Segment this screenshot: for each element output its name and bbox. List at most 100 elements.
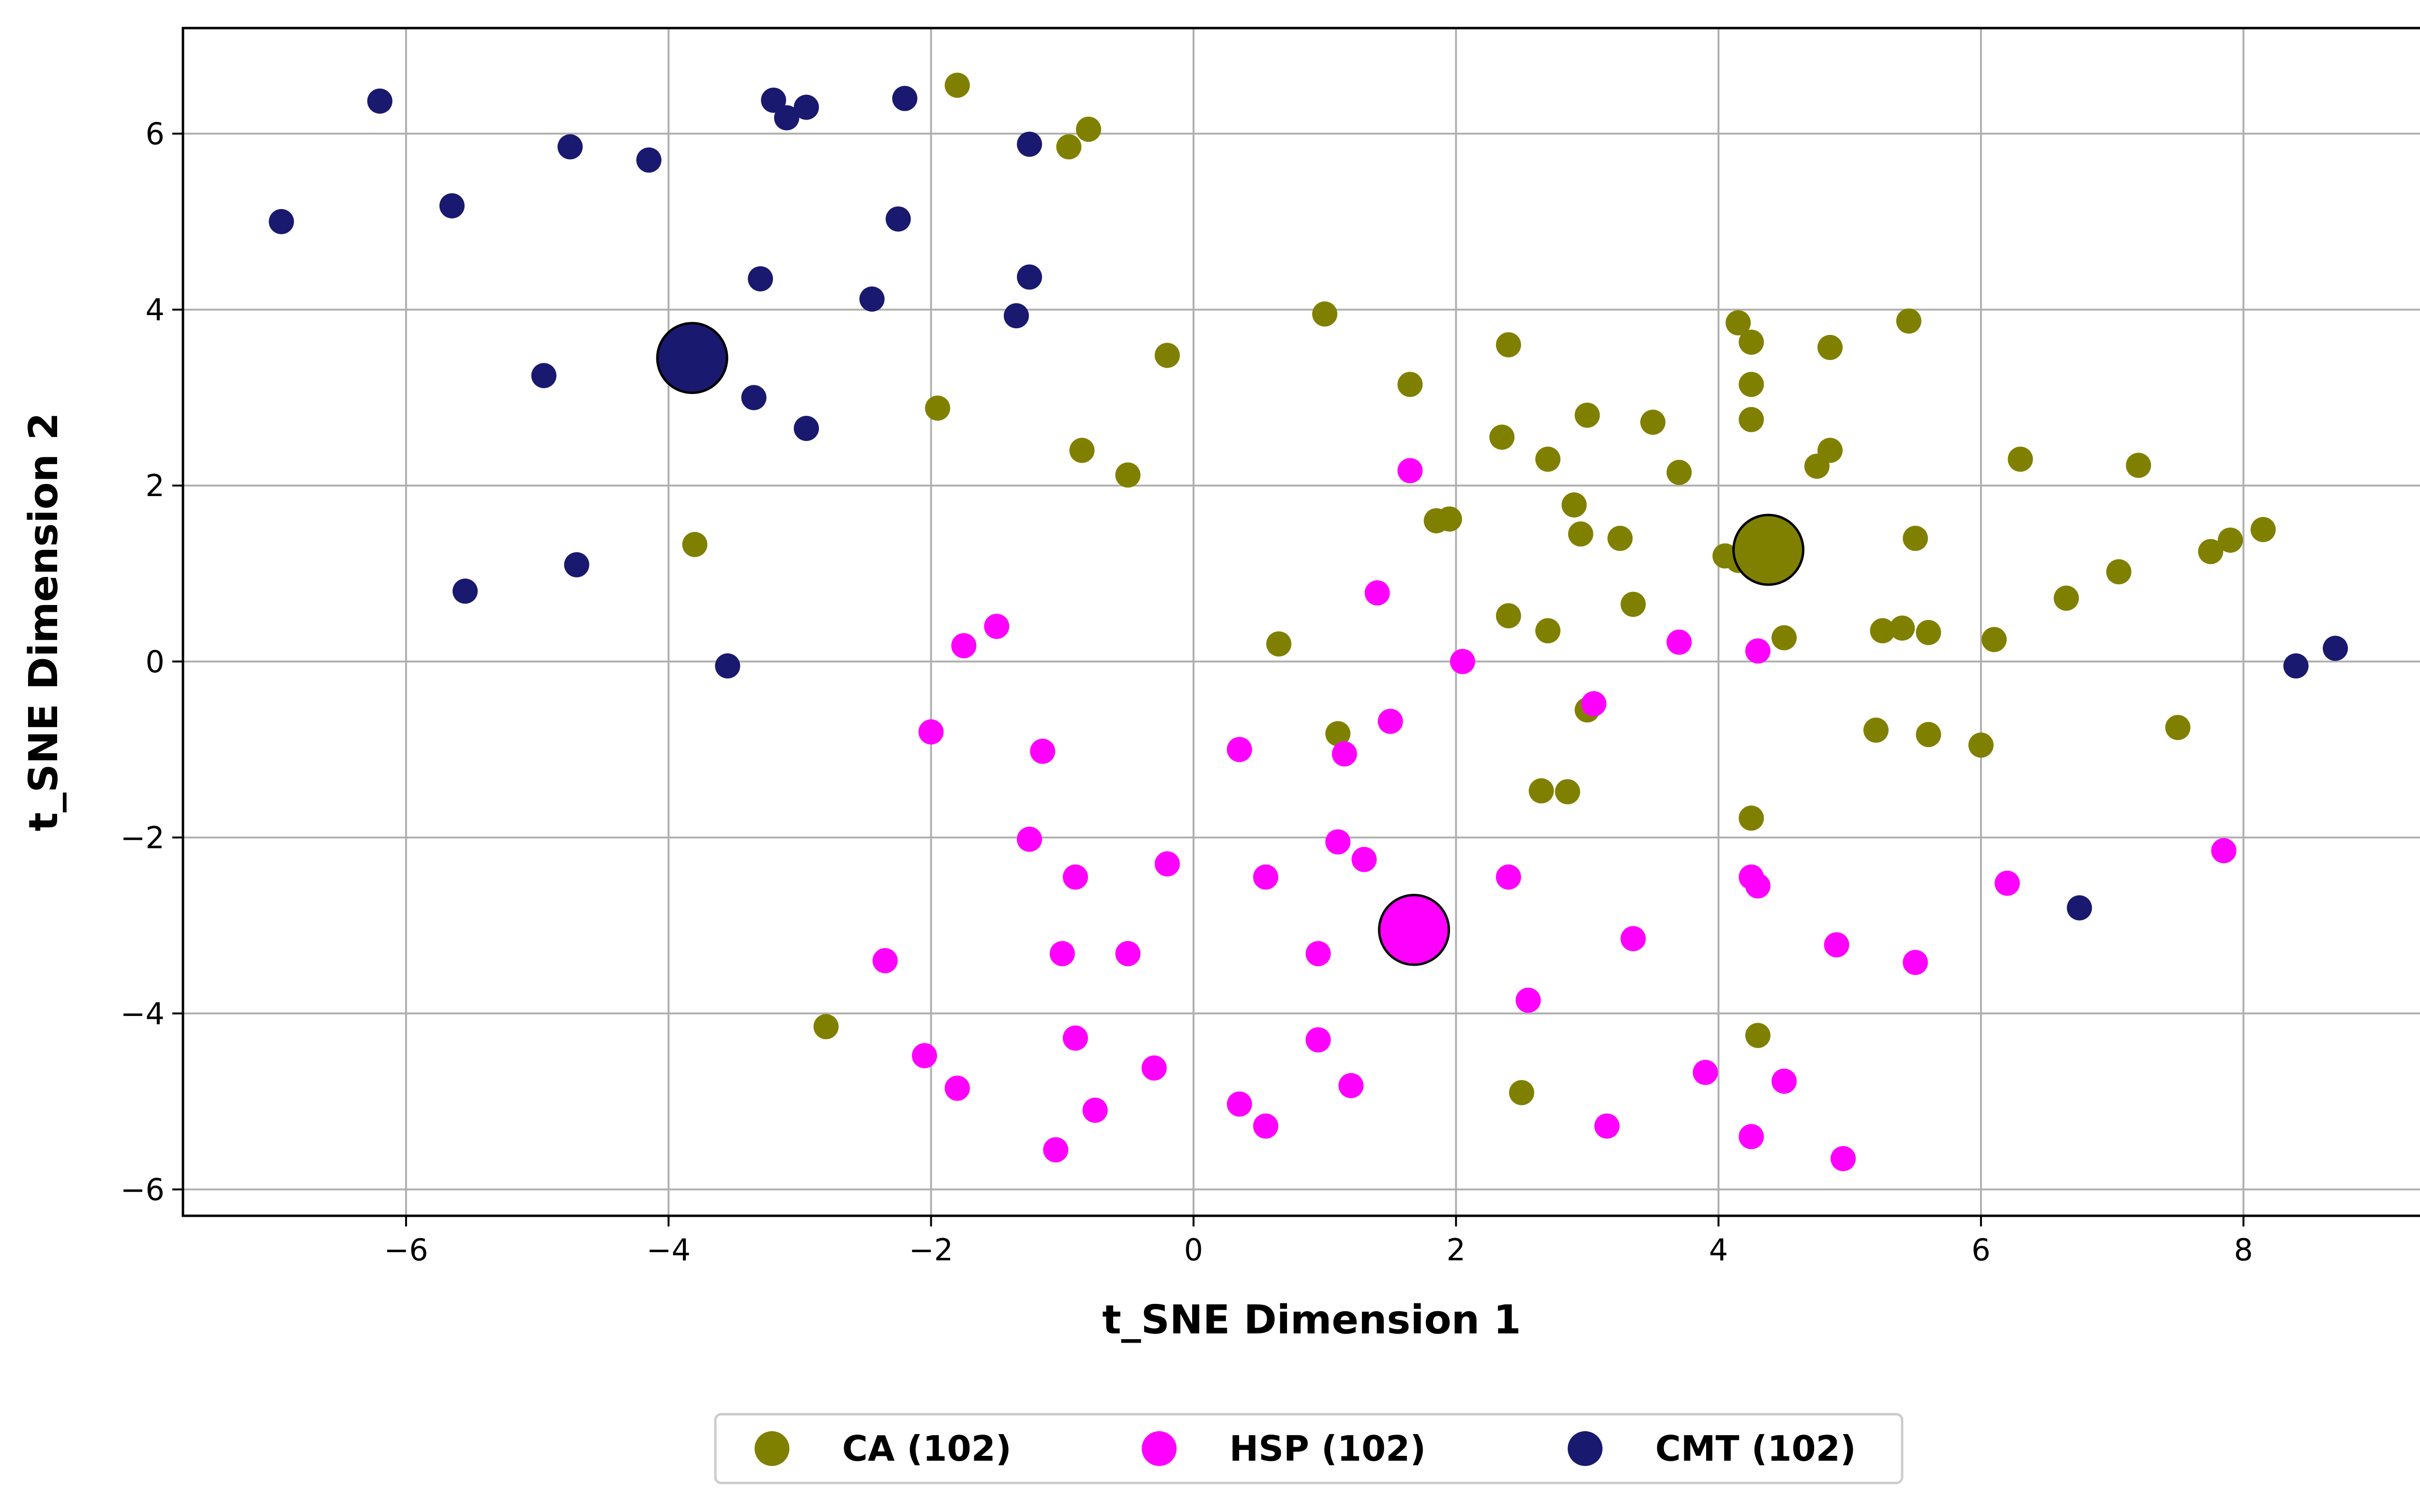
data-point bbox=[1056, 134, 1082, 160]
data-point bbox=[885, 206, 911, 232]
legend-label-cmt: CMT (102) bbox=[1655, 1428, 1856, 1469]
data-point bbox=[1896, 308, 1921, 334]
data-point bbox=[2323, 635, 2348, 661]
data-point bbox=[2283, 653, 2309, 679]
data-point bbox=[813, 1014, 839, 1040]
data-point bbox=[1515, 987, 1541, 1013]
data-point bbox=[1496, 603, 1521, 629]
data-point bbox=[1890, 615, 1915, 641]
data-point bbox=[1916, 620, 1941, 645]
y-tick-label: −2 bbox=[121, 820, 165, 855]
data-point bbox=[2054, 585, 2079, 611]
data-point bbox=[1745, 1023, 1770, 1048]
data-point bbox=[1739, 372, 1764, 397]
centroid-marker bbox=[656, 322, 728, 394]
axis-ticks: −6 −4 −2 0 2 4 6 8 −6 −4 −2 0 2 4 6 bbox=[121, 116, 2253, 1268]
data-point bbox=[1496, 332, 1521, 358]
data-point bbox=[1594, 1113, 1620, 1139]
data-point bbox=[2250, 517, 2276, 543]
data-points bbox=[269, 73, 2348, 1171]
data-point bbox=[1049, 941, 1075, 967]
data-point bbox=[269, 209, 294, 234]
data-point bbox=[1581, 691, 1606, 717]
data-point bbox=[1771, 625, 1797, 650]
data-point bbox=[1620, 591, 1646, 617]
data-point bbox=[557, 134, 583, 160]
data-point bbox=[636, 147, 662, 173]
data-point bbox=[1062, 864, 1088, 890]
plot-frame bbox=[182, 27, 2420, 1217]
data-point bbox=[1640, 409, 1666, 435]
legend-label-ca: CA (102) bbox=[842, 1428, 1012, 1469]
data-point bbox=[1870, 618, 1895, 644]
data-point bbox=[1397, 372, 1423, 397]
data-point bbox=[2218, 527, 2243, 553]
data-point bbox=[1817, 438, 1843, 463]
data-point bbox=[1739, 329, 1764, 355]
data-point bbox=[1154, 851, 1180, 877]
data-point bbox=[2008, 446, 2033, 472]
data-point bbox=[741, 385, 767, 410]
legend-label-hsp: HSP (102) bbox=[1229, 1428, 1426, 1469]
x-tick-label: 6 bbox=[1971, 1232, 1990, 1268]
y-tick-label: 0 bbox=[146, 644, 165, 680]
data-point bbox=[2211, 838, 2237, 863]
data-point bbox=[2198, 539, 2223, 564]
data-point bbox=[1739, 805, 1764, 831]
data-point bbox=[1062, 1025, 1088, 1051]
data-point bbox=[1561, 492, 1587, 518]
data-point bbox=[1745, 638, 1770, 664]
data-point bbox=[2126, 453, 2151, 478]
y-tick-label: 4 bbox=[146, 292, 165, 328]
legend-marker-cmt bbox=[1568, 1431, 1603, 1466]
data-point bbox=[1305, 941, 1331, 967]
data-point bbox=[1017, 826, 1042, 852]
data-point bbox=[944, 1075, 970, 1101]
x-tick-label: −2 bbox=[909, 1232, 953, 1268]
data-point bbox=[1069, 438, 1095, 463]
data-point bbox=[715, 653, 741, 679]
data-point bbox=[1666, 629, 1692, 655]
data-point bbox=[1725, 310, 1751, 335]
data-point bbox=[1535, 618, 1561, 644]
data-point bbox=[859, 286, 885, 312]
data-point bbox=[1312, 301, 1338, 327]
data-point bbox=[1995, 870, 2020, 896]
x-tick-label: 2 bbox=[1447, 1232, 1466, 1268]
centroids bbox=[656, 322, 1805, 966]
data-point bbox=[1509, 1080, 1534, 1105]
data-point bbox=[1607, 526, 1633, 551]
data-point bbox=[1693, 1059, 1718, 1085]
data-point bbox=[1830, 1146, 1856, 1171]
data-point bbox=[1305, 1027, 1331, 1053]
data-point bbox=[1338, 1073, 1364, 1098]
data-point bbox=[925, 395, 951, 421]
data-point bbox=[1226, 737, 1252, 762]
data-point bbox=[1154, 343, 1180, 368]
data-point bbox=[794, 416, 819, 441]
data-point bbox=[2106, 559, 2132, 585]
data-point bbox=[531, 363, 557, 389]
data-point bbox=[1916, 722, 1941, 747]
data-point bbox=[1739, 1124, 1764, 1149]
data-point bbox=[1364, 580, 1390, 606]
data-point bbox=[1450, 649, 1475, 674]
data-point bbox=[1082, 1097, 1108, 1123]
grid-lines bbox=[183, 28, 2420, 1216]
y-tick-label: −4 bbox=[121, 996, 165, 1031]
data-point bbox=[794, 94, 819, 120]
data-point bbox=[1528, 778, 1554, 804]
data-point bbox=[1863, 717, 1889, 743]
data-point bbox=[1666, 459, 1692, 485]
y-tick-label: 6 bbox=[146, 116, 165, 151]
data-point bbox=[1903, 950, 1928, 975]
data-point bbox=[1226, 1091, 1252, 1117]
legend-marker-hsp bbox=[1142, 1431, 1177, 1466]
data-point bbox=[761, 88, 786, 113]
data-point bbox=[944, 73, 970, 98]
data-point bbox=[1351, 847, 1377, 872]
x-tick-label: 4 bbox=[1709, 1232, 1728, 1268]
data-point bbox=[1017, 131, 1042, 157]
data-point bbox=[1115, 462, 1141, 488]
data-point bbox=[1003, 303, 1029, 329]
